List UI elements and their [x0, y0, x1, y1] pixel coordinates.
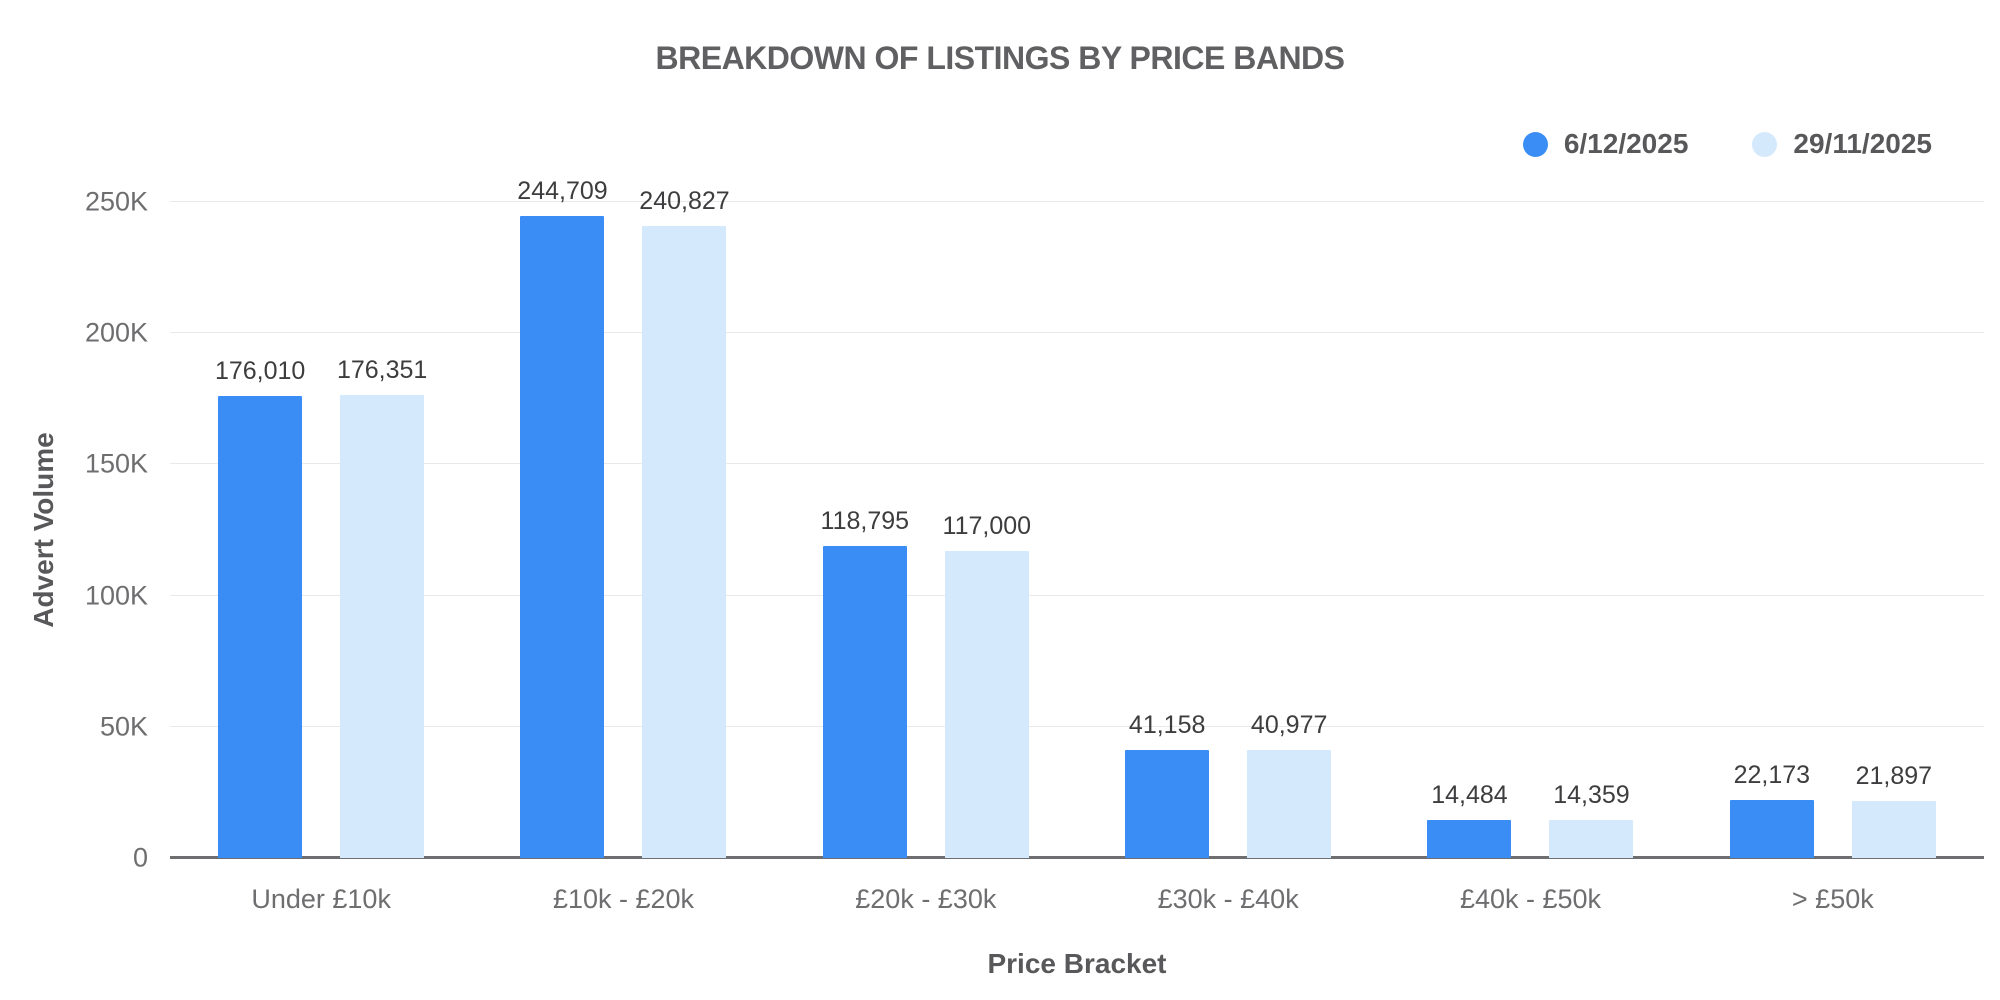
bar-series-6/12/2025[interactable]: 14,484 [1427, 781, 1512, 858]
gridline [170, 594, 1984, 596]
bar-series-6/12/2025[interactable]: 22,173 [1729, 761, 1814, 858]
bar-series-6/12/2025[interactable]: 176,010 [215, 357, 305, 858]
bar-series-6/12/2025[interactable]: 118,795 [821, 507, 909, 858]
bar-value-label: 176,351 [336, 356, 428, 385]
bar-value-label: 176,010 [214, 357, 306, 386]
gridline [170, 463, 1984, 465]
legend-label: 29/11/2025 [1793, 128, 1932, 159]
y-tick-label: 150K [84, 448, 148, 479]
legend-item[interactable]: 29/11/2025 [1752, 128, 1932, 160]
bar-group: 14,484 14,359 £40k - £50k [1379, 202, 1681, 914]
gridline [170, 332, 1984, 334]
gridline [170, 725, 1984, 727]
bar-series-29/11/2025[interactable]: 117,000 [943, 512, 1031, 858]
bar-value-label: 14,359 [1553, 781, 1630, 810]
bar-series-29/11/2025[interactable]: 176,351 [337, 356, 427, 858]
bar-value-label: 240,827 [639, 187, 730, 216]
bar-value-label: 41,158 [1128, 711, 1206, 740]
x-tick-label: Under £10k [251, 884, 391, 914]
bar-series-29/11/2025[interactable]: 21,897 [1851, 762, 1936, 858]
bar-value-label: 244,709 [517, 176, 608, 205]
y-tick-label: 100K [84, 580, 148, 611]
y-tick-label: 250K [84, 186, 148, 217]
legend-item[interactable]: 6/12/2025 [1522, 128, 1689, 160]
y-tick-label: 0 [132, 842, 148, 873]
x-tick-label: £10k - £20k [552, 884, 695, 914]
x-axis-title: Price Bracket [987, 948, 1167, 979]
bar-group: 176,010 176,351 Under £10k [170, 202, 472, 914]
bar-series-29/11/2025[interactable]: 14,359 [1549, 781, 1634, 858]
bar-value-label: 118,795 [820, 507, 910, 536]
legend-label: 6/12/2025 [1563, 128, 1689, 159]
legend-dot-icon [1522, 131, 1548, 157]
y-tick-label: 50K [99, 711, 148, 742]
bar-value-label: 40,977 [1250, 711, 1328, 740]
chart-title: BREAKDOWN OF LISTINGS BY PRICE BANDS [655, 40, 1346, 76]
gridline [170, 201, 1984, 202]
bar-group: 118,795 117,000 £20k - £30k [775, 202, 1077, 914]
bar-group: 22,173 21,897 > £50k [1682, 202, 1984, 914]
x-axis-line [170, 856, 1984, 859]
x-tick-label: £40k - £50k [1459, 884, 1602, 914]
x-tick-label: £20k - £30k [855, 884, 997, 914]
bar-series-29/11/2025[interactable]: 240,827 [639, 187, 730, 858]
bar-value-label: 22,173 [1733, 760, 1811, 789]
y-tick-label: 200K [84, 317, 148, 348]
bar-value-label: 21,897 [1855, 761, 1933, 790]
bar-group: 244,709 240,827 £10k - £20k [472, 177, 774, 914]
y-axis-title: Advert Volume [28, 432, 59, 628]
bar-group: 41,158 40,977 £30k - £40k [1077, 202, 1379, 914]
bar-series-29/11/2025[interactable]: 40,977 [1247, 711, 1332, 858]
bar-series-6/12/2025[interactable]: 244,709 [517, 177, 608, 858]
x-tick-label: £30k - £40k [1157, 884, 1299, 914]
bar-value-label: 14,484 [1431, 781, 1508, 809]
bar-series-6/12/2025[interactable]: 41,158 [1125, 711, 1210, 858]
bar-value-label: 117,000 [942, 512, 1032, 540]
legend: 6/12/2025 29/11/2025 [1522, 128, 1932, 160]
legend-dot-icon [1752, 131, 1778, 157]
plot-area: 0 50K 100K 150K 200K 250K 176,010 176,351 Under … [85, 177, 1984, 914]
x-tick-label: > £50k [1791, 884, 1874, 914]
